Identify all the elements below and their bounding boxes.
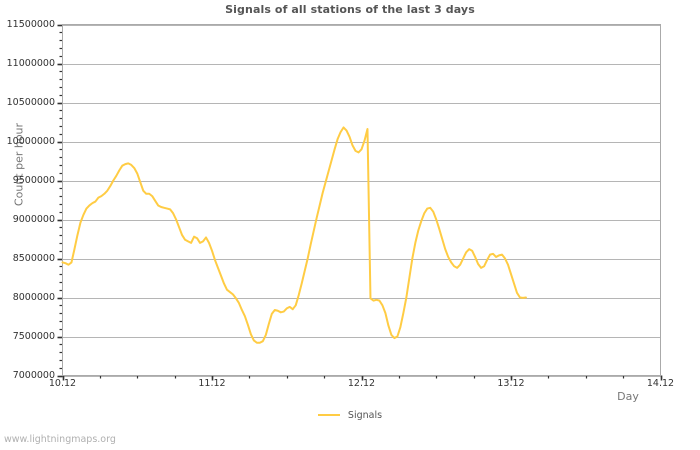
legend-swatch-signals (317, 413, 340, 416)
y-tick-label: 9500000 (12, 174, 55, 186)
y-major-ticks (57, 24, 63, 378)
gridlines (62, 25, 661, 377)
x-tick-label: 12.12 (347, 378, 376, 389)
y-tick-label: 11000000 (6, 57, 55, 69)
x-major-ticks (62, 375, 663, 381)
x-tick-label: 10.12 (48, 378, 77, 389)
legend-label-signals: Signals (347, 410, 383, 421)
x-tick-label: 11.12 (198, 378, 226, 389)
x-tick-label: 13.12 (497, 378, 525, 389)
y-tick-label: 11500000 (6, 18, 55, 30)
plot-frame (62, 24, 661, 376)
watermark: www.lightningmaps.org (4, 434, 116, 445)
chart-title: Signals of all stations of the last 3 da… (225, 3, 475, 16)
x-axis-label: Day (617, 390, 639, 403)
y-tick-label: 8000000 (12, 291, 55, 303)
y-tick-label: 7500000 (12, 330, 55, 342)
data-line-signals (61, 126, 527, 344)
x-tick-label: 14.12 (646, 378, 675, 389)
chart-legend: Signals (0, 410, 700, 421)
y-tick-label: 7000000 (12, 369, 55, 381)
y-tick-label: 10000000 (6, 135, 55, 147)
y-tick-label: 8500000 (12, 252, 55, 264)
y-tick-label: 10500000 (6, 96, 55, 108)
y-tick-label: 9000000 (12, 213, 55, 225)
